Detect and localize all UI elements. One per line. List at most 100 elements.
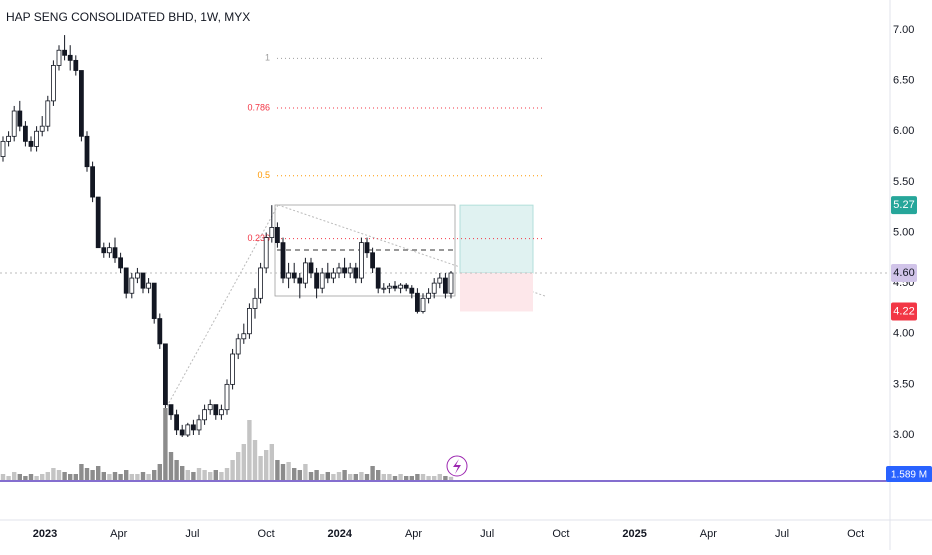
volume-bar — [219, 472, 224, 480]
volume-bar — [84, 468, 90, 480]
volume-bar — [241, 444, 246, 480]
candle-body — [224, 383, 230, 411]
candle-body — [84, 135, 90, 168]
volume-bar — [292, 468, 297, 480]
candle-body — [129, 277, 135, 294]
candle-body — [73, 59, 79, 71]
volume-bar — [353, 474, 358, 480]
candle-body — [28, 140, 34, 147]
candle-body — [39, 125, 45, 132]
volume-bar — [331, 474, 336, 480]
price-tag — [891, 196, 917, 215]
volume-bar — [73, 474, 78, 480]
candle-body — [258, 267, 264, 299]
y-tick-label: 5.50 — [893, 176, 914, 188]
x-tick-label: Jul — [775, 528, 789, 540]
candle-body — [308, 262, 314, 274]
volume-bar — [56, 470, 62, 480]
candle-body — [252, 297, 258, 309]
trend-line — [164, 204, 279, 411]
candle-body — [134, 272, 140, 279]
candle-body — [398, 284, 404, 289]
candle-body — [426, 292, 432, 299]
y-tick-label: 6.50 — [893, 75, 914, 87]
candle-body — [364, 242, 370, 254]
candle-body — [330, 272, 336, 279]
candle-body — [325, 272, 331, 279]
candle-body — [118, 257, 123, 269]
price-tag-label: 4.22 — [893, 305, 914, 317]
volume-bar — [415, 474, 420, 480]
volume-bar — [140, 472, 146, 480]
volume-bar — [398, 474, 403, 480]
candle-body — [274, 227, 280, 244]
volume-bar — [68, 474, 73, 480]
candle-body — [291, 272, 297, 279]
candle-body — [246, 308, 252, 335]
candle-body — [140, 272, 146, 289]
candle-body — [45, 100, 51, 127]
volume-bar — [376, 470, 381, 480]
candle-body — [157, 318, 163, 345]
candle-body — [280, 242, 286, 279]
candle-body — [409, 287, 415, 294]
y-tick-label: 3.00 — [893, 429, 914, 441]
candle-body — [62, 49, 67, 56]
candle-body — [207, 404, 213, 411]
candle-body — [431, 282, 437, 294]
volume-bar — [146, 474, 151, 480]
profit-zone — [459, 204, 534, 274]
volume-bar — [174, 460, 179, 480]
trend-line — [277, 204, 546, 297]
candle-body — [107, 247, 112, 254]
candle-body — [230, 353, 236, 385]
candle-body — [319, 272, 325, 289]
volume-bar — [269, 444, 274, 480]
candle-body — [190, 424, 196, 431]
volume-bar — [448, 476, 454, 480]
x-tick-label: Apr — [405, 528, 422, 540]
volume-bar — [336, 472, 342, 480]
volume-bar — [280, 464, 286, 480]
candle-body — [34, 130, 39, 147]
volume-bar — [45, 472, 50, 480]
candle-body — [174, 414, 180, 431]
candle-body — [342, 267, 348, 274]
volume-bar — [17, 474, 22, 480]
candle-body — [302, 262, 308, 284]
candle-body — [202, 409, 208, 421]
candle-body — [403, 284, 409, 289]
volume-bar — [432, 476, 437, 480]
volume-bar — [51, 468, 56, 480]
candle-body — [336, 267, 342, 274]
volume-bar — [314, 470, 319, 480]
candle-body — [420, 297, 426, 312]
candle-body — [392, 285, 398, 289]
volume-bar — [392, 476, 398, 480]
volume-bar — [264, 450, 269, 480]
volume-bar — [303, 464, 308, 480]
candle-body — [17, 110, 23, 127]
volume-bar — [124, 470, 129, 480]
candle-body — [151, 282, 157, 319]
volume-bar — [426, 476, 431, 480]
candle-body — [358, 242, 364, 279]
volume-bar — [129, 474, 134, 480]
candle-body — [101, 247, 107, 254]
candle-body — [269, 227, 275, 238]
candle-body — [90, 166, 95, 198]
candle-body — [414, 292, 420, 312]
volume-bar — [79, 464, 84, 480]
candle-body — [241, 333, 247, 340]
volume-bar — [348, 474, 353, 480]
candle-body — [196, 419, 202, 431]
volume-bar — [297, 470, 302, 480]
volume-bar — [90, 470, 95, 480]
candle-body — [67, 54, 73, 61]
volume-bar — [409, 476, 414, 480]
volume-bar — [96, 466, 101, 480]
candle-body — [79, 70, 84, 137]
candle-body — [123, 267, 129, 294]
volume-bar — [387, 474, 392, 480]
candle-body — [386, 285, 392, 289]
